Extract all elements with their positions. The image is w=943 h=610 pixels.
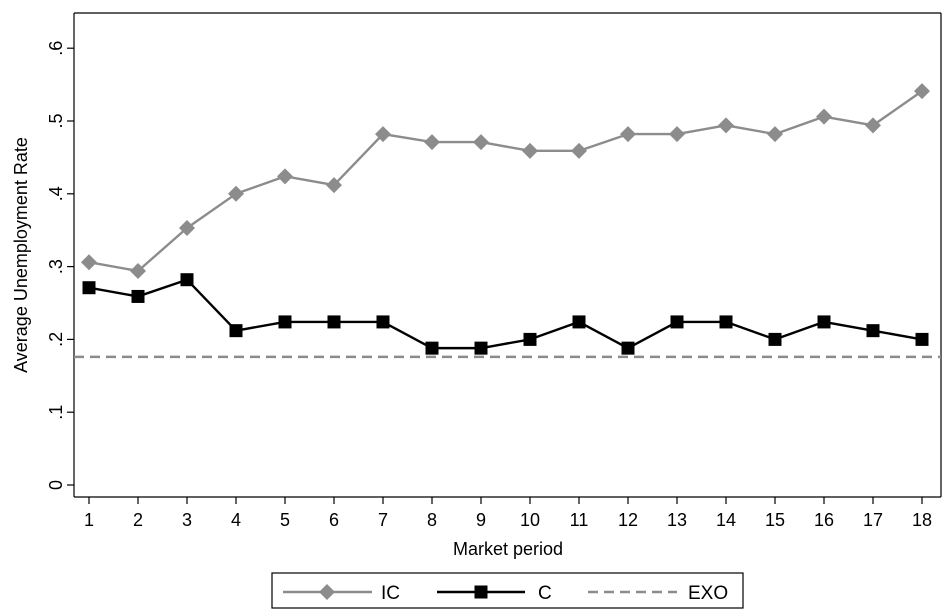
x-tick-label: 17 <box>863 510 883 530</box>
x-axis-ticks: 1 2 3 4 5 6 7 8 9 10 11 12 13 14 15 16 17 18 <box>84 497 932 530</box>
series-ic-point <box>767 126 783 143</box>
series-ic-point <box>277 168 293 185</box>
legend-box <box>271 572 744 609</box>
x-tick-label: 8 <box>427 510 437 530</box>
x-tick-label: 1 <box>84 510 94 530</box>
series-ic-point <box>179 220 195 237</box>
x-tick-label: 10 <box>520 510 540 530</box>
series-c-point <box>82 281 96 295</box>
x-tick-label: 15 <box>765 510 785 530</box>
legend-c-label: C <box>538 583 552 604</box>
x-tick-label: 13 <box>667 510 687 530</box>
legend-ic-marker <box>319 584 335 600</box>
x-tick-label: 3 <box>182 510 192 530</box>
y-axis-title: Average Unemployment Rate <box>11 137 31 373</box>
series-c-point <box>719 315 733 329</box>
y-tick-label: .3 <box>46 259 66 274</box>
legend: IC C EXO <box>271 572 744 609</box>
series-ic-point <box>228 185 244 202</box>
series-ic-point <box>473 134 489 151</box>
legend-ic-label: IC <box>381 583 400 604</box>
x-tick-label: 6 <box>329 510 339 530</box>
x-tick-label: 18 <box>912 510 932 530</box>
series-ic-point <box>326 177 342 194</box>
series-ic-point <box>375 126 391 143</box>
x-tick-label: 16 <box>814 510 834 530</box>
y-tick-label: 0 <box>46 480 66 490</box>
series-ic-point <box>81 254 97 271</box>
legend-exo-label: EXO <box>688 583 728 604</box>
series-ic-point <box>718 117 734 134</box>
series-c-point <box>621 341 635 355</box>
x-tick-label: 7 <box>378 510 388 530</box>
x-tick-label: 5 <box>280 510 290 530</box>
series-c-point <box>670 315 684 329</box>
series-ic-point <box>669 126 685 143</box>
x-tick-label: 14 <box>716 510 736 530</box>
y-tick-label: .4 <box>46 186 66 201</box>
series-c <box>82 273 929 355</box>
series-c-point <box>327 315 341 329</box>
series-c-point <box>376 315 390 329</box>
series-c-point <box>523 332 537 346</box>
series-ic-point <box>522 142 538 159</box>
series-c-point <box>229 324 243 338</box>
series-ic-point <box>424 134 440 151</box>
series-ic <box>81 83 930 279</box>
series-c-point <box>278 315 292 329</box>
legend-c-marker <box>474 585 488 599</box>
series-ic-point <box>620 126 636 143</box>
series-c-point <box>425 341 439 355</box>
series-c-point <box>572 315 586 329</box>
series-ic-point <box>571 142 587 159</box>
y-tick-label: .1 <box>46 405 66 420</box>
y-tick-label: .6 <box>46 41 66 56</box>
x-tick-label: 2 <box>133 510 143 530</box>
series-c-point <box>474 341 488 355</box>
series-layer <box>74 83 941 359</box>
y-axis-ticks: 0 .1 .2 .3 .4 .5 .6 <box>46 41 74 490</box>
series-c-point <box>768 332 782 346</box>
x-tick-label: 4 <box>231 510 241 530</box>
y-tick-label: .5 <box>46 113 66 128</box>
series-ic-point <box>816 108 832 125</box>
x-tick-label: 12 <box>618 510 638 530</box>
x-tick-label: 11 <box>570 510 589 530</box>
series-c-point <box>131 289 145 303</box>
series-ic-point <box>914 83 930 100</box>
series-ic-point <box>865 117 881 134</box>
series-c-point <box>866 324 880 338</box>
y-tick-label: .2 <box>46 332 66 347</box>
series-c-point <box>915 332 929 346</box>
plot-frame <box>73 12 942 498</box>
series-ic-line <box>88 90 923 273</box>
series-c-point <box>180 273 194 287</box>
series-c-line <box>88 278 923 350</box>
x-axis-title: Market period <box>453 539 563 559</box>
series-c-point <box>817 315 831 329</box>
series-ic-point <box>130 262 146 279</box>
x-tick-label: 9 <box>476 510 486 530</box>
